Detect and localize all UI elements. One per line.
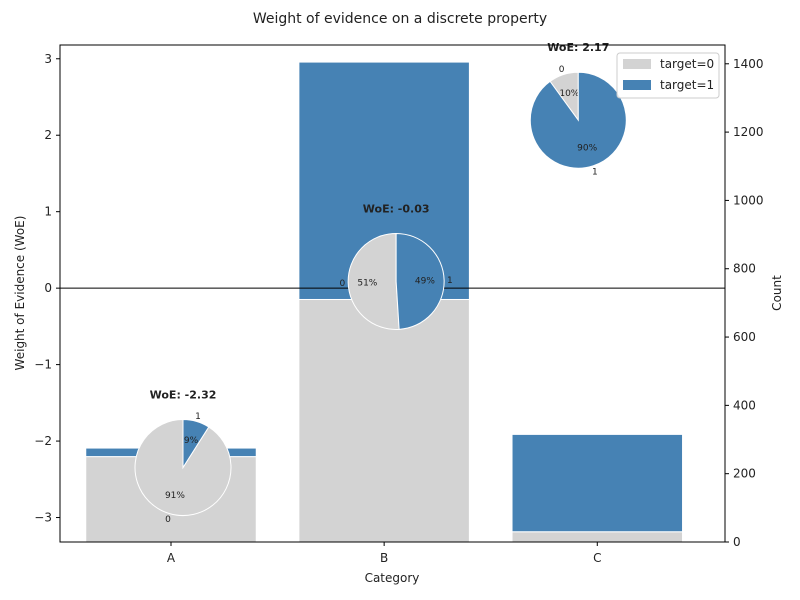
pie-pct: 9% [184,436,199,446]
pie-label: 1 [447,276,453,286]
bar-C-target0 [511,531,684,543]
left-tick-label: −3 [34,511,52,525]
right-tick-label: 0 [733,535,741,549]
left-tick-label: 2 [44,128,52,142]
left-tick-label: 1 [44,205,52,219]
right-tick-label: 200 [733,467,756,481]
pies-layer: 0 91% 1 9% WoE: -2.32 0 51% 1 49% WoE: -0.03 0 10% 1… [134,41,627,525]
pie-A: 0 91% 1 9% WoE: -2.32 [134,389,232,525]
right-tick-label: 1200 [733,125,764,139]
pie-slice-A-1 [182,419,210,470]
pie-pct: 51% [357,278,377,288]
x-tick-label: A [167,551,176,565]
legend-swatch [623,59,651,69]
right-tick-label: 400 [733,398,756,412]
right-tick-label: 1400 [733,57,764,71]
legend-label: target=1 [660,78,714,92]
x-tick-label: C [593,551,601,565]
left-axis-label: Weight of Evidence (WoE) [13,216,27,371]
pie-label: 0 [559,65,565,75]
pie-slice-C-1 [529,71,627,169]
pie-pct: 49% [415,277,435,287]
left-tick-label: −2 [34,434,52,448]
right-axis-label: Count [770,275,784,311]
pie-label: 0 [165,515,171,525]
right-tick-label: 1000 [733,193,764,207]
pie-slice-B-0 [347,232,400,330]
plot-frame [59,44,726,543]
bar-C-target1 [511,433,684,533]
x-axis-label: Category [365,571,420,585]
pie-label: 1 [592,167,598,177]
legend-label: target=0 [660,57,714,71]
chart-title: Weight of evidence on a discrete propert… [253,11,547,27]
right-tick-label: 800 [733,262,756,276]
woe-label: WoE: -0.03 [363,202,430,215]
left-tick-label: −1 [34,358,52,372]
pie-B: 0 51% 1 49% WoE: -0.03 [340,202,453,330]
x-tick-label: B [380,551,388,565]
woe-label: WoE: -2.32 [150,389,217,402]
pie-pct: 10% [559,89,579,99]
left-tick-label: 3 [44,52,52,66]
right-axis: 0 200 400 600 800 1000 1200 1400 [725,57,764,549]
legend-swatch [623,80,651,90]
bar-B-target0 [298,298,470,543]
left-axis: 3 2 1 0 −1 −2 −3 [34,52,60,525]
pie-pct: 90% [577,144,597,154]
x-axis: A B C [167,542,601,565]
legend: target=0 target=1 [616,52,720,99]
pie-pct: 91% [165,491,185,501]
woe-label: WoE: 2.17 [547,41,609,54]
left-tick-label: 0 [44,281,52,295]
right-tick-label: 600 [733,330,756,344]
pie-C: 0 10% 1 90% WoE: 2.17 [529,41,627,177]
pie-label: 0 [340,279,346,289]
pie-label: 1 [195,412,201,422]
pie-slice-B-1 [395,232,445,330]
